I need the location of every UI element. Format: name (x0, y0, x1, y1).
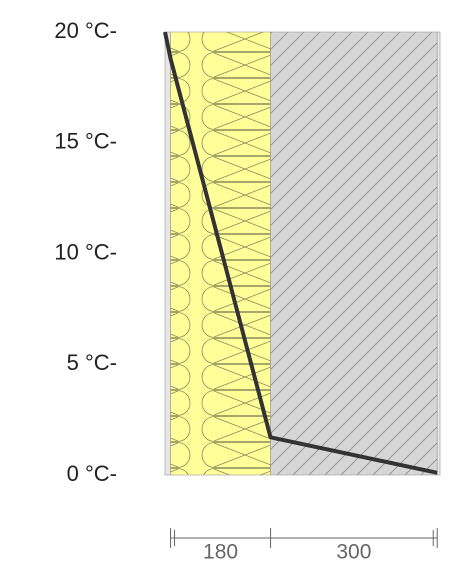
dimension-label: 180 (203, 541, 238, 564)
y-tick-label: 10 °C- (54, 239, 117, 264)
page: {"chart_data": { "type": "line", "ylim":… (0, 0, 452, 572)
y-tick-label: 0 °C- (67, 461, 117, 486)
y-tick-label: 20 °C- (54, 18, 117, 43)
chart: 0 °C- 5 °C- 10 °C- 15 °C- 20 °C- 180 300 (0, 0, 452, 572)
masonry-hatch (271, 32, 438, 475)
plaster-outer (437, 32, 440, 475)
y-tick-label: 5 °C- (67, 350, 117, 375)
y-tick-label: 15 °C- (54, 129, 117, 154)
wall-layers (165, 32, 440, 475)
dimension-label: 300 (336, 541, 371, 564)
plaster-inner (165, 32, 171, 475)
